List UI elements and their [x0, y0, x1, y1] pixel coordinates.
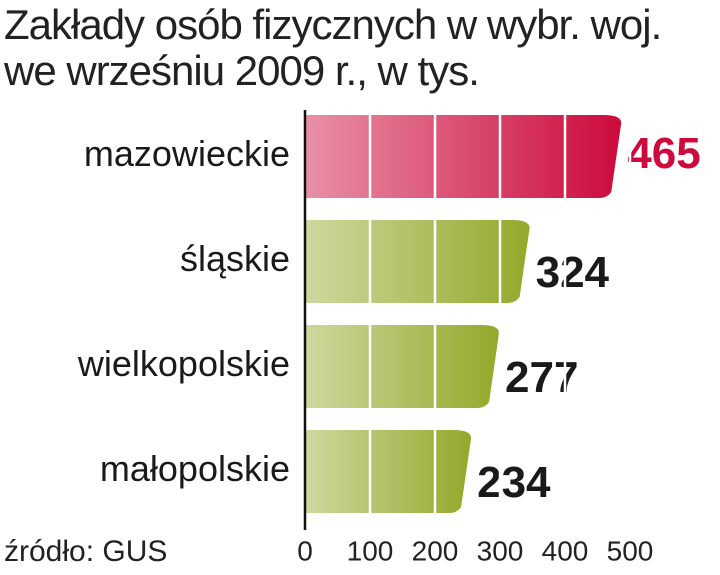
x-tick-label: 500 [607, 535, 654, 566]
value-label: 465 [627, 129, 700, 178]
bar [305, 115, 622, 198]
source: źródło: GUS [4, 535, 167, 568]
category-label: mazowieckie [84, 133, 290, 174]
category-label: śląskie [180, 238, 290, 279]
chart-title: Zakłady osób fizycznych w wybr. woj. we … [4, 1, 662, 94]
x-tick-label: 100 [347, 535, 394, 566]
bar [305, 430, 472, 513]
x-tick-label: 0 [297, 535, 313, 566]
x-tick-label: 200 [412, 535, 459, 566]
value-label: 234 [477, 458, 551, 507]
bar [305, 325, 500, 408]
value-label: 324 [536, 248, 610, 297]
x-tick-label: 300 [477, 535, 524, 566]
category-label: wielkopolskie [77, 343, 290, 384]
bar [305, 220, 530, 303]
x-tick-label: 400 [542, 535, 589, 566]
category-label: małopolskie [100, 448, 290, 489]
value-label: 277 [505, 353, 578, 402]
